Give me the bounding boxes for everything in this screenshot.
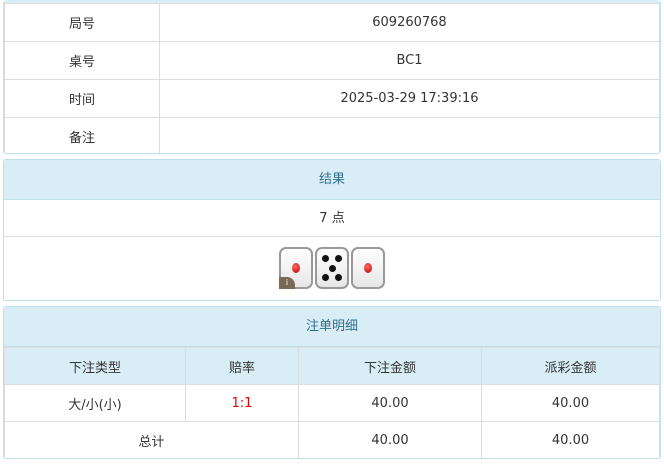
total-label: 总计 (4, 421, 299, 458)
round-info-panel: 局号 609260768 桌号 BC1 时间 2025-03-29 17:39:16 … (3, 0, 661, 154)
value-time: 2025-03-29 17:39:16 (159, 79, 660, 118)
value-table: BC1 (159, 41, 660, 80)
label-time: 时间 (4, 79, 160, 118)
header-odds: 赔率 (185, 347, 299, 385)
bet-type: 大/小(小) (4, 384, 186, 422)
result-title: 结果 (4, 160, 660, 200)
bet-odds: 1:1 (185, 384, 299, 422)
table-row: 备注 (4, 117, 660, 153)
result-points: 7 点 (4, 200, 660, 237)
table-row: 时间 2025-03-29 17:39:16 (4, 79, 660, 118)
label-round: 局号 (4, 3, 160, 42)
header-bet-type: 下注类型 (4, 347, 186, 385)
table-row: 桌号 BC1 (4, 41, 660, 80)
dice-row: i (4, 237, 660, 299)
header-bet-amount: 下注金额 (298, 347, 482, 385)
die-five-icon (315, 247, 349, 289)
info-icon[interactable]: i (279, 277, 295, 289)
bet-payout: 40.00 (481, 384, 660, 422)
total-amount: 40.00 (298, 421, 482, 458)
total-payout: 40.00 (481, 421, 660, 458)
bet-details-title: 注单明细 (4, 307, 660, 347)
table-row: 大/小(小) 1:1 40.00 40.00 (4, 384, 660, 422)
label-table: 桌号 (4, 41, 160, 80)
value-round: 609260768 (159, 3, 660, 42)
table-header-row: 下注类型 赔率 下注金额 派彩金额 (4, 347, 660, 385)
die-one-icon: i (279, 247, 313, 289)
label-remark: 备注 (4, 117, 160, 153)
die-one-icon (351, 247, 385, 289)
total-row: 总计 40.00 40.00 (4, 421, 660, 458)
value-remark (159, 117, 660, 153)
header-payout: 派彩金额 (481, 347, 660, 385)
result-panel: 结果 7 点 i (3, 159, 661, 301)
bet-amount: 40.00 (298, 384, 482, 422)
table-row: 局号 609260768 (4, 3, 660, 42)
bet-details-panel: 注单明细 下注类型 赔率 下注金额 派彩金额 大/小(小) 1:1 40.00 … (3, 306, 661, 459)
